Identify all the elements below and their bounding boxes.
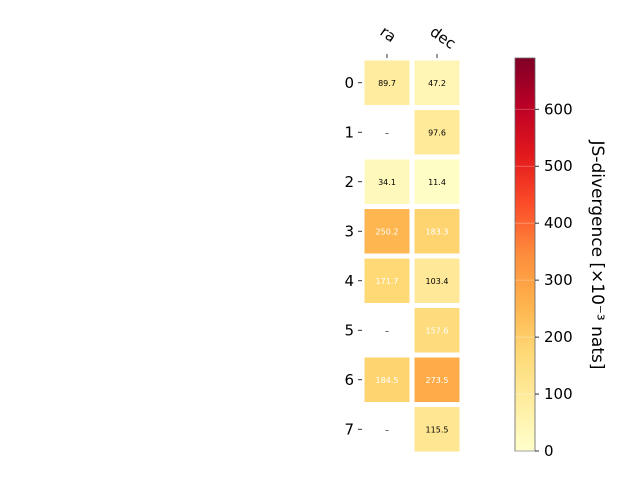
cell-value-label: 115.5	[426, 425, 449, 434]
colorbar-label: JS-divergence [×10⁻³ nats]	[587, 140, 607, 370]
cell-value-label: –	[385, 425, 389, 434]
cell-value-label: 171.7	[376, 277, 399, 286]
cell-value-label: –	[385, 128, 389, 137]
colorbar-tick-label: 100	[544, 385, 573, 403]
column-label: dec	[427, 23, 459, 53]
row-label: 7	[344, 420, 354, 438]
colorbar-ticks: 0 100 200 300 400 500 600	[515, 100, 573, 460]
colorbar-tick-label: 0	[544, 442, 554, 460]
heatmap-cell	[414, 209, 460, 254]
heatmap-cell	[414, 407, 460, 452]
heatmap-cell	[414, 110, 460, 155]
heatmap-grid: 89.7 47.2 – 97.6 34.1 11.4 250.2 183.3 171.7 103.…	[364, 60, 460, 452]
heatmap-cell	[364, 209, 410, 254]
cell-value-label: 157.6	[426, 326, 449, 335]
cell-value-label: 97.6	[428, 128, 446, 137]
cell-value-label: 103.4	[426, 277, 449, 286]
cell-value-label: 47.2	[428, 79, 446, 88]
row-label: 5	[344, 321, 354, 339]
cell-value-label: 273.5	[426, 376, 449, 385]
row-labels: 0 1 2 3 4 5 6 7	[344, 74, 362, 438]
cell-value-label: 34.1	[378, 178, 396, 187]
column-labels: ra dec	[377, 23, 459, 58]
heatmap-cell	[364, 60, 410, 105]
colorbar-tick-label: 600	[544, 100, 573, 118]
heatmap-cell	[414, 357, 460, 402]
colorbar-tick-label: 200	[544, 328, 573, 346]
cell-value-label: 89.7	[378, 79, 396, 88]
heatmap-cell	[364, 357, 410, 402]
cell-value-label: 250.2	[376, 227, 399, 236]
cell-value-label: –	[385, 326, 389, 335]
colorbar-tick-label: 300	[544, 271, 573, 289]
colorbar: 0 100 200 300 400 500 600 JS-divergence [×10⁻³…	[514, 57, 607, 460]
row-label: 1	[344, 123, 354, 141]
column-label: ra	[377, 23, 400, 47]
row-label: 2	[344, 173, 354, 191]
heatmap-cell	[414, 258, 460, 303]
row-label: 6	[344, 371, 354, 389]
colorbar-tick-label: 400	[544, 214, 573, 232]
cell-value-label: 11.4	[428, 178, 446, 187]
row-label: 3	[344, 222, 354, 240]
colorbar-tick-label: 500	[544, 157, 573, 175]
colorbar-gradient	[514, 57, 536, 452]
heatmap-cell	[414, 159, 460, 204]
heatmap-cell	[364, 258, 410, 303]
heatmap-cell	[364, 159, 410, 204]
cell-value-label: 183.3	[426, 227, 449, 236]
heatmap-cell	[414, 308, 460, 353]
row-label: 0	[344, 74, 354, 92]
row-label: 4	[344, 272, 354, 290]
cell-value-label: 184.5	[376, 376, 399, 385]
heatmap-cell	[414, 60, 460, 105]
